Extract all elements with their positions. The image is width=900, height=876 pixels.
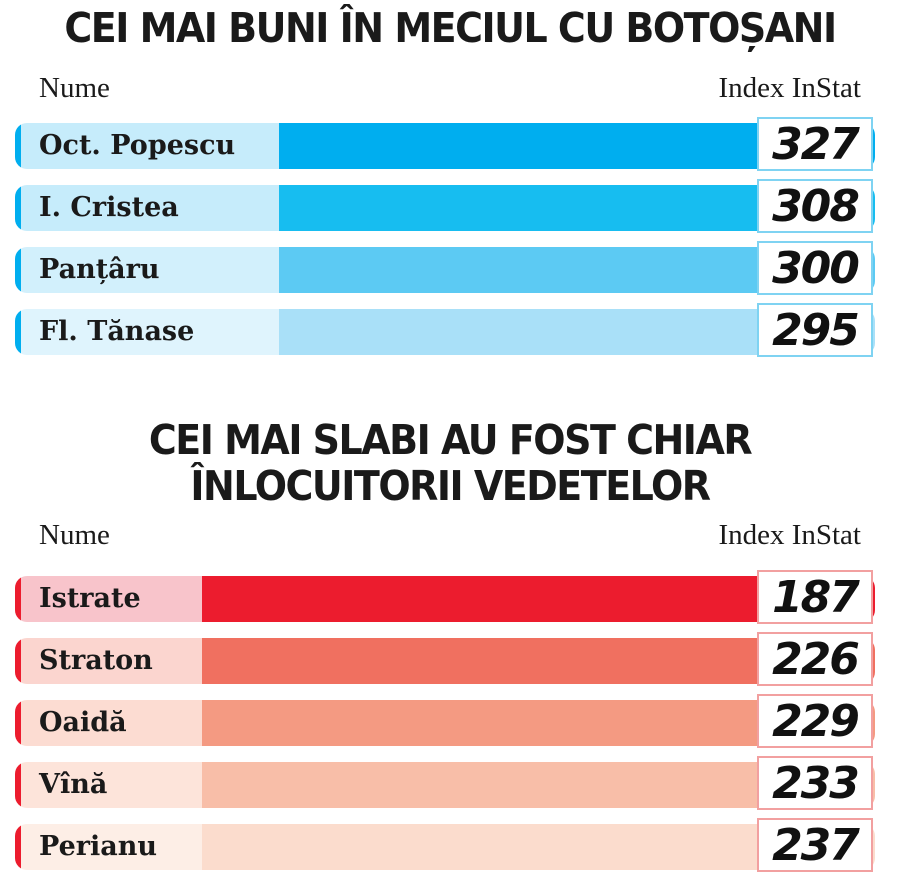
chart-worst-value-label: 233 <box>757 756 873 810</box>
chart-worst-value-label: 226 <box>757 632 873 686</box>
chart-worst-name-label: Oaidă <box>39 707 127 738</box>
chart-best-label-background <box>15 185 279 231</box>
chart-best-title: CEI MAI BUNI ÎN MECIUL CU BOTOȘANI <box>64 4 837 52</box>
chart-worst-row-marker <box>15 700 21 746</box>
chart-best-value-label: 295 <box>757 303 873 357</box>
chart-worst-row-marker <box>15 824 21 870</box>
chart-worst-name-label: Vînă <box>39 769 108 800</box>
chart-best-label-background <box>15 123 279 169</box>
chart-worst-label-background <box>15 638 202 684</box>
chart-worst-label-background <box>15 576 202 622</box>
chart-worst-label-background <box>15 762 202 808</box>
chart-best-value-label: 327 <box>757 117 873 171</box>
chart-worst-name-label: Perianu <box>39 831 157 862</box>
chart-worst-row-marker <box>15 638 21 684</box>
chart-best-row: Oct. Popescu 327 <box>15 117 875 171</box>
chart-worst-name-header: Nume <box>39 519 110 551</box>
chart-best-row-marker <box>15 123 21 169</box>
chart-best-label-background <box>15 247 279 293</box>
chart-best-row-marker <box>15 309 21 355</box>
chart-worst-row: Oaidă 229 <box>15 694 875 748</box>
chart-worst-value-header: Index InStat <box>718 519 861 551</box>
chart-worst-row-track <box>15 576 875 622</box>
chart-best-row-marker <box>15 247 21 293</box>
chart-worst-title-line-2: ÎNLOCUITORII VEDETELOR <box>190 462 711 510</box>
chart-worst-row-track <box>15 762 875 808</box>
chart-best-row: Panțâru 300 <box>15 241 875 295</box>
chart-worst-name-label: Straton <box>39 645 153 676</box>
chart-worst-row: Istrate 187 <box>15 570 875 624</box>
chart-best-name-label: Oct. Popescu <box>39 130 236 161</box>
chart-worst-label-background <box>15 700 202 746</box>
chart-worst-value-label: 237 <box>757 818 873 872</box>
chart-best-row: Fl. Tănase 295 <box>15 303 875 357</box>
chart-best-name-label: I. Cristea <box>39 192 179 223</box>
chart-best-name-header: Nume <box>39 72 110 104</box>
chart-best-value-label: 308 <box>757 179 873 233</box>
chart-worst-title-line-1: CEI MAI SLABI AU FOST CHIAR <box>148 416 753 464</box>
chart-best-row-marker <box>15 185 21 231</box>
chart-worst-row: Straton 226 <box>15 632 875 686</box>
chart-worst-row: Vînă 233 <box>15 756 875 810</box>
chart-worst-name-label: Istrate <box>39 583 141 614</box>
chart-best-value-label: 300 <box>757 241 873 295</box>
chart-worst-row-marker <box>15 762 21 808</box>
chart-best-label-background <box>15 309 279 355</box>
chart-worst-row: Perianu 237 <box>15 818 875 872</box>
chart-worst-row-marker <box>15 576 21 622</box>
chart-best-value-header: Index InStat <box>718 72 861 104</box>
chart-worst-label-background <box>15 824 202 870</box>
chart-worst-value-label: 229 <box>757 694 873 748</box>
chart-worst-value-label: 187 <box>757 570 873 624</box>
chart-worst-row-track <box>15 700 875 746</box>
chart-best-name-label: Panțâru <box>39 254 160 285</box>
chart-best-name-label: Fl. Tănase <box>39 316 195 347</box>
chart-best-row: I. Cristea 308 <box>15 179 875 233</box>
